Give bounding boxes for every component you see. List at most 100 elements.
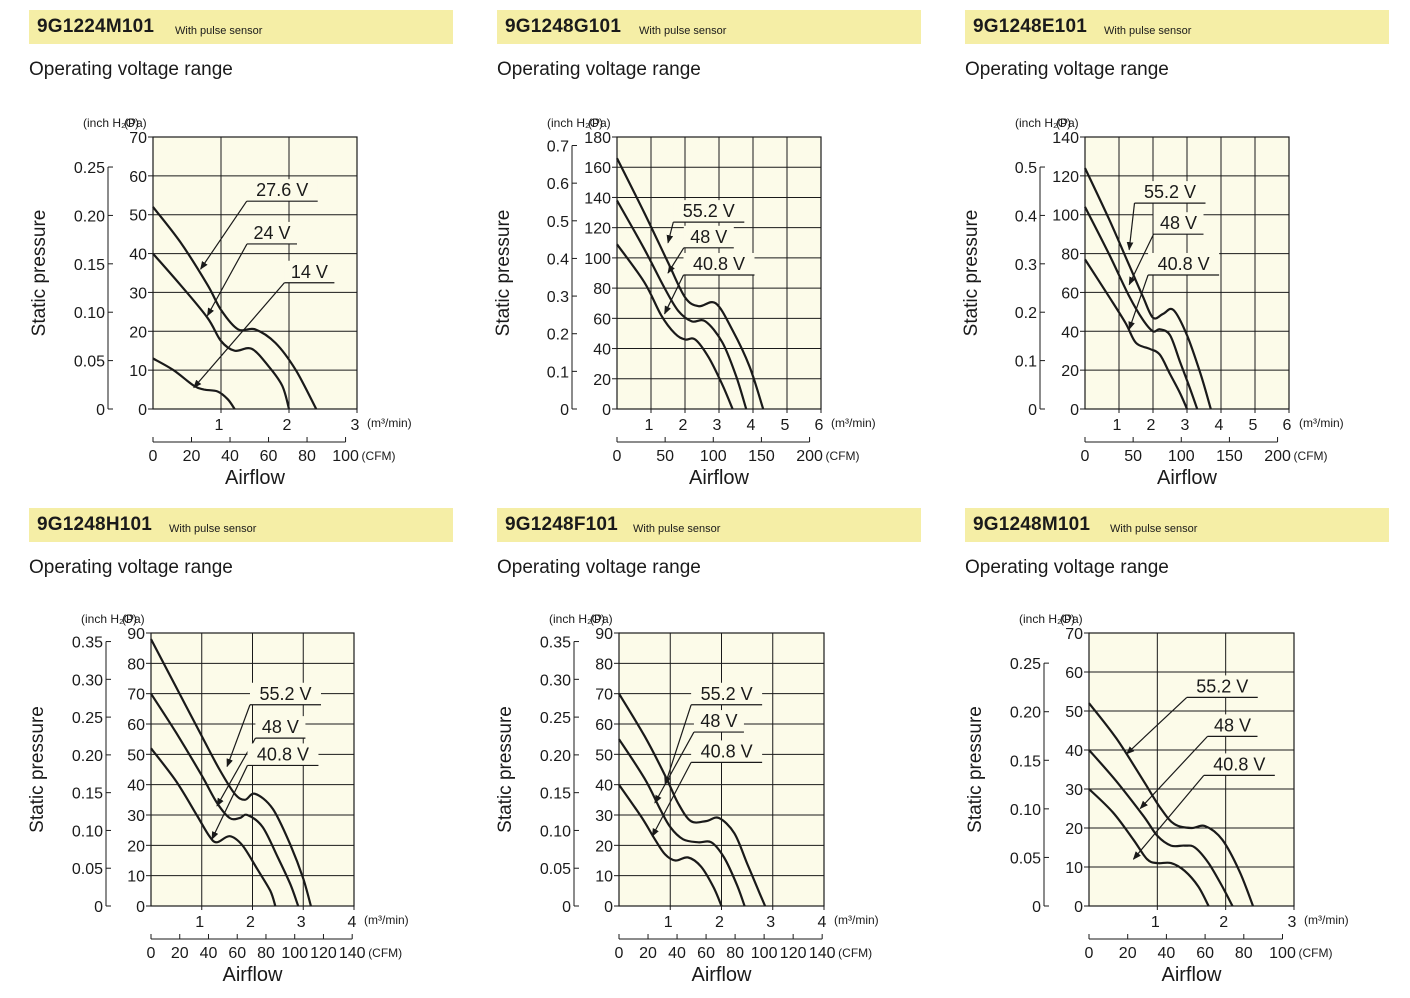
pa-tick-label: 40 bbox=[595, 778, 613, 795]
inch-tick-label: 0.2 bbox=[547, 327, 569, 344]
pa-tick-label: 60 bbox=[1065, 665, 1083, 682]
pa-unit-label: (Pa) bbox=[1060, 612, 1083, 626]
cfm-tick-label: 60 bbox=[260, 448, 278, 465]
model-number: 9G1224M101 bbox=[37, 16, 155, 37]
voltage-label-bg bbox=[673, 200, 745, 223]
cfm-tick-label: 0 bbox=[147, 945, 156, 962]
cfm-tick-label: 60 bbox=[1196, 945, 1214, 962]
leader-arrow bbox=[206, 243, 248, 317]
voltage-label-bg bbox=[1186, 675, 1258, 698]
pulse-sensor-note: With pulse sensor bbox=[169, 523, 257, 535]
cfm-tick-label: 80 bbox=[1235, 945, 1253, 962]
pa-unit-label: (Pa) bbox=[122, 612, 145, 626]
voltage-label-bg bbox=[691, 682, 763, 705]
cfm-tick-label: 80 bbox=[726, 945, 744, 962]
series-line bbox=[152, 357, 236, 410]
chart-panel: 9G1224M101 With pulse sensor Operating vo… bbox=[29, 10, 453, 500]
inch-tick-label: 0.5 bbox=[547, 214, 569, 231]
model-header: 9G1224M101 With pulse sensor bbox=[29, 10, 453, 44]
chart-panel: 9G1248F101 With pulse sensor Operating vo… bbox=[495, 508, 921, 998]
voltage-label: 40.8 V bbox=[701, 741, 753, 761]
cfm-tick-label: 100 bbox=[700, 448, 727, 465]
leader-arrow bbox=[1126, 203, 1136, 251]
chart-panel: 9G1248G101 With pulse sensor Operating vo… bbox=[493, 10, 921, 500]
pa-tick-label: 90 bbox=[595, 626, 613, 643]
pa-tick-label: 20 bbox=[595, 838, 613, 855]
m3-tick-label: 1 bbox=[1151, 914, 1160, 931]
m3-tick-label: 1 bbox=[1113, 417, 1122, 434]
cfm-tick-label: 0 bbox=[613, 448, 622, 465]
pa-tick-label: 0 bbox=[136, 899, 145, 916]
voltage-label: 40.8 V bbox=[1213, 754, 1265, 774]
inch-unit-label: (inch H₂O) bbox=[547, 116, 603, 130]
inch-tick-label: 0.1 bbox=[1015, 354, 1037, 371]
m3-tick-label: 6 bbox=[815, 417, 824, 434]
inch-tick-label: 0.15 bbox=[74, 257, 105, 274]
inch-tick-label: 0.05 bbox=[72, 861, 103, 878]
cfm-tick-label: 40 bbox=[200, 945, 218, 962]
y-axis-title: Static pressure bbox=[965, 706, 986, 833]
pa-unit-label: (Pa) bbox=[1056, 116, 1079, 130]
voltage-label: 48 V bbox=[1214, 715, 1251, 735]
pa-tick-label: 60 bbox=[595, 717, 613, 734]
cfm-tick-label: 40 bbox=[1158, 945, 1176, 962]
leader-arrow bbox=[1128, 233, 1155, 286]
voltage-label-bg bbox=[683, 225, 734, 248]
chart-panel: 9G1248M101 With pulse sensor Operating vo… bbox=[965, 508, 1389, 998]
inch-tick-label: 0.30 bbox=[72, 672, 103, 689]
voltage-label: 48 V bbox=[700, 711, 737, 731]
inch-unit-label: (inch H₂O) bbox=[1015, 116, 1071, 130]
x-axis-title: Airflow bbox=[222, 964, 283, 986]
pa-unit-label: (Pa) bbox=[588, 116, 611, 130]
m3-tick-label: 4 bbox=[818, 914, 827, 931]
cfm-tick-label: 100 bbox=[281, 945, 308, 962]
voltage-label-bg bbox=[1203, 753, 1275, 776]
model-number: 9G1248G101 bbox=[505, 16, 622, 37]
pa-tick-label: 40 bbox=[1061, 324, 1079, 341]
inch-tick-label: 0.4 bbox=[547, 251, 569, 268]
model-number: 9G1248H101 bbox=[37, 514, 153, 535]
inch-tick-label: 0.15 bbox=[540, 786, 571, 803]
series-line bbox=[616, 157, 765, 410]
m3-tick-label: 2 bbox=[283, 417, 292, 434]
voltage-label: 55.2 V bbox=[683, 201, 735, 221]
cfm-tick-label: 20 bbox=[171, 945, 189, 962]
model-header: 9G1248M101 With pulse sensor bbox=[965, 508, 1389, 542]
x-axis-title: Airflow bbox=[1161, 964, 1222, 986]
pa-tick-label: 60 bbox=[129, 169, 147, 186]
inch-unit-label: (inch H₂O) bbox=[83, 116, 139, 130]
inch-tick-label: 0.05 bbox=[74, 354, 105, 371]
inch-unit-label: (inch H₂O) bbox=[1019, 612, 1075, 626]
voltage-label: 40.8 V bbox=[693, 254, 745, 274]
cfm-tick-label: 150 bbox=[748, 448, 775, 465]
inch-tick-label: 0.10 bbox=[74, 305, 105, 322]
leader-arrow bbox=[1125, 696, 1188, 755]
m3-unit-label: (m³/min) bbox=[831, 416, 876, 430]
inch-tick-label: 0.25 bbox=[74, 160, 105, 177]
pa-tick-label: 80 bbox=[595, 656, 613, 673]
range-title: Operating voltage range bbox=[965, 557, 1169, 578]
cfm-tick-label: 20 bbox=[183, 448, 201, 465]
voltage-label: 40.8 V bbox=[257, 744, 309, 764]
cfm-tick-label: 60 bbox=[697, 945, 715, 962]
cfm-tick-label: 140 bbox=[809, 945, 836, 962]
leader-arrow bbox=[1128, 274, 1149, 331]
cfm-tick-label: 120 bbox=[780, 945, 807, 962]
chart-panel: 9G1248H101 With pulse sensor Operating vo… bbox=[27, 508, 453, 998]
inch-tick-label: 0.4 bbox=[1015, 208, 1037, 225]
range-title: Operating voltage range bbox=[497, 557, 701, 578]
cfm-tick-label: 100 bbox=[1269, 945, 1296, 962]
leader-arrow bbox=[667, 247, 685, 274]
series-line bbox=[1084, 258, 1189, 410]
pulse-sensor-note: With pulse sensor bbox=[175, 25, 263, 37]
pa-tick-label: 50 bbox=[129, 208, 147, 225]
cfm-tick-label: 100 bbox=[332, 448, 359, 465]
pa-tick-label: 140 bbox=[584, 190, 611, 207]
m3-tick-label: 5 bbox=[781, 417, 790, 434]
m3-unit-label: (m³/min) bbox=[1304, 913, 1349, 927]
inch-tick-label: 0.25 bbox=[72, 710, 103, 727]
pa-tick-label: 100 bbox=[584, 251, 611, 268]
voltage-label-bg bbox=[255, 716, 306, 739]
inch-tick-label: 0.05 bbox=[1010, 850, 1041, 867]
voltage-label-bg bbox=[683, 253, 755, 275]
